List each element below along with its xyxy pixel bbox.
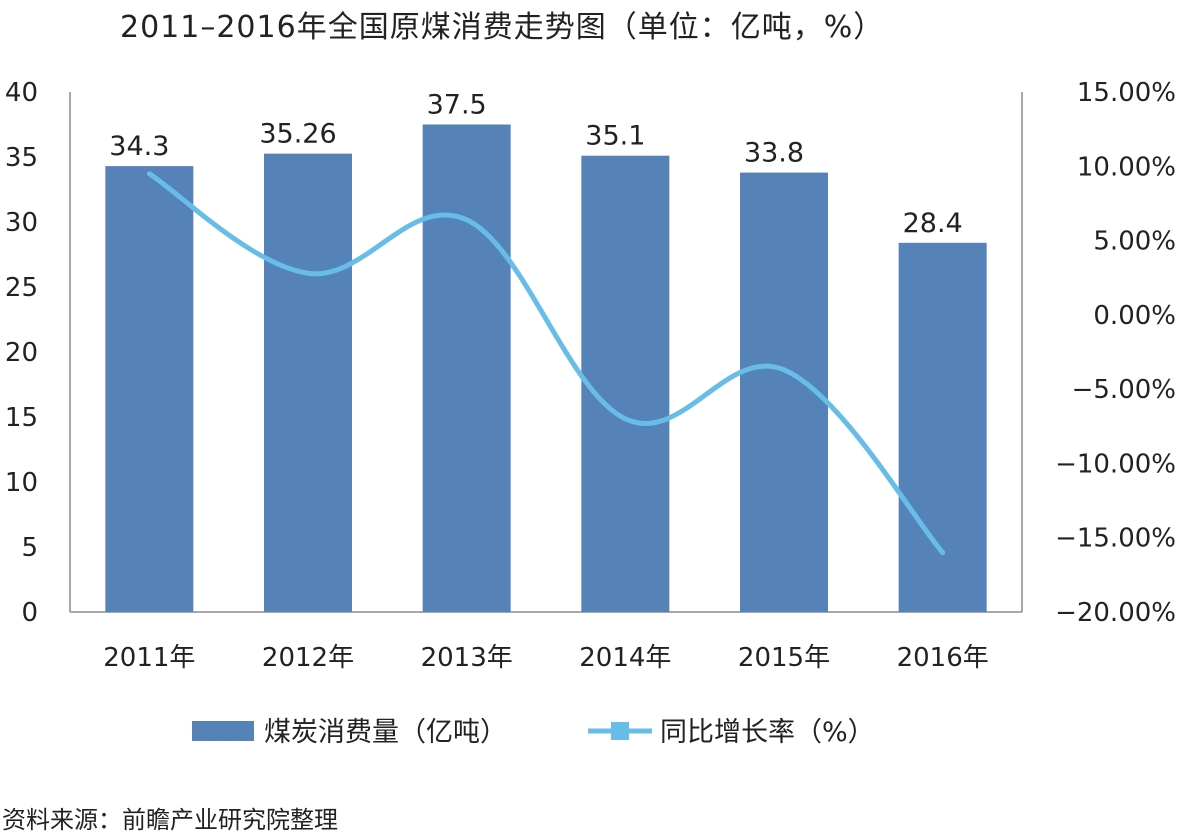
right-tick-label: −5.00% <box>1072 375 1176 405</box>
left-tick-label: 30 <box>5 208 38 238</box>
bar-data-label: 37.5 <box>427 90 487 121</box>
bar <box>898 242 987 613</box>
bar-data-label: 33.8 <box>744 138 804 169</box>
right-tick-label: −10.00% <box>1055 449 1176 479</box>
bar <box>264 153 352 612</box>
chart-svg: 0 5 10 15 20 25 30 35 40 −20.00% −15.00% −10.00% −5… <box>5 78 1176 748</box>
bar-data-label: 34.3 <box>109 131 169 162</box>
legend: 煤炭消费量（亿吨） 同比增长率（%） <box>192 717 875 748</box>
left-tick-label: 20 <box>5 338 38 368</box>
left-axis-ticks: 0 5 10 15 20 25 30 35 40 <box>5 78 38 628</box>
right-axis-ticks: −20.00% −15.00% −10.00% −5.00% 0.00% 5.00% 10.… <box>1055 78 1176 628</box>
x-tick-label: 2013年 <box>421 643 513 673</box>
x-tick-label: 2014年 <box>579 643 671 673</box>
right-tick-label: 15.00% <box>1077 78 1176 108</box>
bar-data-label: 35.26 <box>259 119 336 150</box>
source-note: 资料来源：前瞻产业研究院整理 <box>2 806 338 834</box>
x-tick-label: 2012年 <box>262 643 354 673</box>
x-tick-label: 2016年 <box>897 643 989 673</box>
legend-swatch-bar <box>192 721 254 741</box>
bar <box>422 124 511 612</box>
bar-series <box>105 124 987 613</box>
left-tick-label: 25 <box>5 273 38 303</box>
left-tick-label: 40 <box>5 78 38 108</box>
left-tick-label: 35 <box>5 143 38 173</box>
bar <box>105 166 194 612</box>
bar <box>581 155 670 612</box>
line-series <box>146 171 946 556</box>
left-tick-label: 15 <box>5 403 38 433</box>
right-tick-label: −15.00% <box>1055 524 1176 554</box>
right-tick-label: −20.00% <box>1055 598 1176 628</box>
right-tick-label: 5.00% <box>1093 227 1176 257</box>
legend-label-line: 同比增长率（%） <box>660 717 875 748</box>
x-axis-labels: 2011年 2012年 2013年 2014年 2015年 2016年 <box>103 643 989 673</box>
chart-title: 2011–2016年全国原煤消费走势图（单位：亿吨，%） <box>120 10 885 45</box>
x-tick-label: 2015年 <box>738 643 830 673</box>
growth-rate-line <box>146 171 946 556</box>
bar-data-label: 28.4 <box>903 208 963 239</box>
bar-data-labels: 34.3 35.26 37.5 35.1 33.8 28.4 <box>109 90 962 239</box>
legend-swatch-marker <box>611 722 629 740</box>
right-tick-label: 10.00% <box>1077 152 1176 182</box>
legend-label-bar: 煤炭消费量（亿吨） <box>264 717 507 748</box>
right-tick-label: 0.00% <box>1093 301 1176 331</box>
x-tick-label: 2011年 <box>103 643 195 673</box>
plot-frame <box>69 92 1023 613</box>
left-tick-label: 5 <box>21 533 38 563</box>
left-tick-label: 10 <box>5 468 38 498</box>
left-tick-label: 0 <box>21 598 38 628</box>
bar-data-label: 35.1 <box>585 121 645 152</box>
